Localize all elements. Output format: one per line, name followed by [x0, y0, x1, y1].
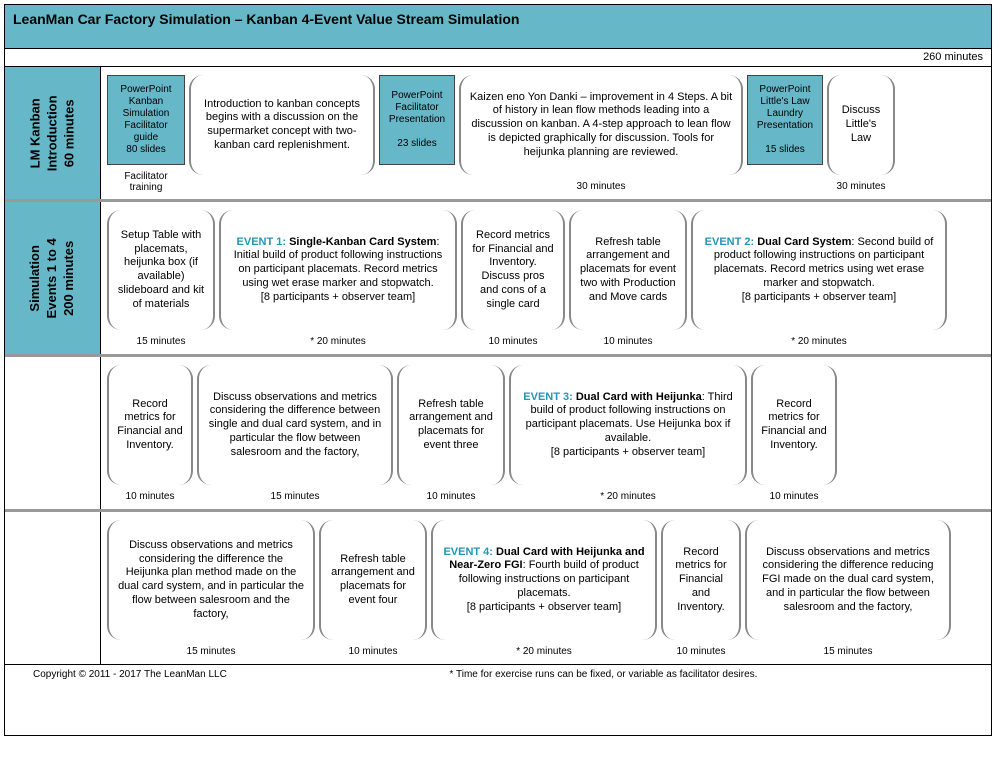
activity-block-body: Setup Table with placemats, heijunka box… — [107, 210, 215, 330]
activity-block-body: Record metrics for Financial and Invento… — [107, 365, 193, 485]
activity-block-body: Refresh table arrangement and placemats … — [397, 365, 505, 485]
total-minutes: 260 minutes — [5, 49, 991, 67]
copyright: Copyright © 2011 - 2017 The LeanMan LLC — [13, 669, 450, 680]
section-row: SimulationEvents 1 to 4200 minutes Setup … — [5, 202, 991, 357]
event-title: EVENT 1: — [237, 236, 287, 248]
block-time: 15 minutes — [187, 646, 236, 660]
activity-block-body: Introduction to kanban concepts begins w… — [189, 75, 375, 175]
row-content: Record metrics for Financial and Invento… — [101, 357, 991, 509]
page-container: LeanMan Car Factory Simulation – Kanban … — [4, 4, 992, 736]
block-time: 10 minutes — [604, 336, 653, 350]
page-title: LeanMan Car Factory Simulation – Kanban … — [13, 11, 519, 27]
powerpoint-box: PowerPointKanbanSimulationFacilitatorgui… — [107, 75, 185, 193]
block-time: 30 minutes — [577, 181, 626, 195]
row-content: Setup Table with placemats, heijunka box… — [101, 202, 991, 354]
block-time: * 20 minutes — [516, 646, 572, 660]
activity-block: Record metrics for Financial and Invento… — [751, 365, 837, 505]
activity-block-body: EVENT 1: Single-Kanban Card System: Init… — [219, 210, 457, 330]
activity-block-body: Kaizen eno Yon Danki – improvement in 4 … — [459, 75, 743, 175]
event-subtitle: Dual Card with Heijunka — [573, 391, 702, 403]
activity-block-body: Record metrics for Financial and Invento… — [751, 365, 837, 485]
side-label — [5, 357, 101, 509]
block-time: 10 minutes — [489, 336, 538, 350]
activity-block: EVENT 2: Dual Card System: Second build … — [691, 210, 947, 350]
title-bar: LeanMan Car Factory Simulation – Kanban … — [5, 5, 991, 49]
activity-block-body: Discuss Little's Law — [827, 75, 895, 175]
block-time: 15 minutes — [271, 491, 320, 505]
side-label: LM KanbanIntroduction60 minutes — [5, 67, 101, 199]
activity-block: Refresh table arrangement and placemats … — [397, 365, 505, 505]
event-title: EVENT 2: — [705, 236, 755, 248]
activity-block: Discuss observations and metrics conside… — [107, 520, 315, 660]
event-title: EVENT 4: — [443, 546, 493, 558]
activity-block: Record metrics for Financial and Invento… — [461, 210, 565, 350]
block-time: 10 minutes — [427, 491, 476, 505]
activity-block: EVENT 4: Dual Card with Heijunka and Nea… — [431, 520, 657, 660]
activity-block: Kaizen eno Yon Danki – improvement in 4 … — [459, 75, 743, 195]
activity-block: Introduction to kanban concepts begins w… — [189, 75, 375, 195]
powerpoint-box: PowerPointFacilitatorPresentation 23 sli… — [379, 75, 455, 185]
activity-block-body: EVENT 3: Dual Card with Heijunka: Third … — [509, 365, 747, 485]
block-time: 15 minutes — [137, 336, 186, 350]
block-time: 10 minutes — [770, 491, 819, 505]
powerpoint-box-body: PowerPointFacilitatorPresentation 23 sli… — [379, 75, 455, 165]
activity-block-body: EVENT 2: Dual Card System: Second build … — [691, 210, 947, 330]
activity-block: Discuss observations and metrics conside… — [745, 520, 951, 660]
event-subtitle: Dual Card System — [754, 236, 851, 248]
activity-block: Record metrics for Financial and Invento… — [661, 520, 741, 660]
activity-block: EVENT 3: Dual Card with Heijunka: Third … — [509, 365, 747, 505]
side-label-text: LM KanbanIntroduction60 minutes — [27, 95, 78, 171]
side-label-text: SimulationEvents 1 to 4200 minutes — [27, 238, 78, 318]
activity-block-body: Record metrics for Financial and Invento… — [461, 210, 565, 330]
side-label — [5, 512, 101, 664]
block-time: 10 minutes — [126, 491, 175, 505]
activity-block-body: Discuss observations and metrics conside… — [745, 520, 951, 640]
activity-block-body: Record metrics for Financial and Invento… — [661, 520, 741, 640]
powerpoint-box: PowerPointLittle's LawLaundryPresentatio… — [747, 75, 823, 185]
section-row: Record metrics for Financial and Invento… — [5, 357, 991, 512]
block-time: Facilitator training — [107, 171, 185, 193]
activity-block: Record metrics for Financial and Invento… — [107, 365, 193, 505]
block-time: * 20 minutes — [310, 336, 366, 350]
block-time: * 20 minutes — [791, 336, 847, 350]
activity-block: Setup Table with placemats, heijunka box… — [107, 210, 215, 350]
activity-block-body: EVENT 4: Dual Card with Heijunka and Nea… — [431, 520, 657, 640]
activity-block-body: Refresh table arrangement and placemats … — [569, 210, 687, 330]
footnote: * Time for exercise runs can be fixed, o… — [450, 669, 984, 680]
footer: Copyright © 2011 - 2017 The LeanMan LLC … — [5, 665, 991, 735]
activity-block: EVENT 1: Single-Kanban Card System: Init… — [219, 210, 457, 350]
block-time: 10 minutes — [677, 646, 726, 660]
row-content: PowerPointKanbanSimulationFacilitatorgui… — [101, 67, 991, 199]
event-subtitle: Single-Kanban Card System — [286, 236, 436, 248]
activity-block: Refresh table arrangement and placemats … — [569, 210, 687, 350]
activity-block: Discuss Little's Law 30 minutes — [827, 75, 895, 195]
block-time: 30 minutes — [837, 181, 886, 195]
activity-block-body: Discuss observations and metrics conside… — [197, 365, 393, 485]
section-row: Discuss observations and metrics conside… — [5, 512, 991, 665]
activity-block: Refresh table arrangement and placemats … — [319, 520, 427, 660]
activity-block: Discuss observations and metrics conside… — [197, 365, 393, 505]
row-content: Discuss observations and metrics conside… — [101, 512, 991, 664]
block-time: * 20 minutes — [600, 491, 656, 505]
activity-block-body: Refresh table arrangement and placemats … — [319, 520, 427, 640]
powerpoint-box-body: PowerPointKanbanSimulationFacilitatorgui… — [107, 75, 185, 165]
block-time: 15 minutes — [824, 646, 873, 660]
section-row: LM KanbanIntroduction60 minutes PowerPoin… — [5, 67, 991, 202]
block-time: 10 minutes — [349, 646, 398, 660]
activity-block-body: Discuss observations and metrics conside… — [107, 520, 315, 640]
side-label: SimulationEvents 1 to 4200 minutes — [5, 202, 101, 354]
powerpoint-box-body: PowerPointLittle's LawLaundryPresentatio… — [747, 75, 823, 165]
event-title: EVENT 3: — [523, 391, 573, 403]
